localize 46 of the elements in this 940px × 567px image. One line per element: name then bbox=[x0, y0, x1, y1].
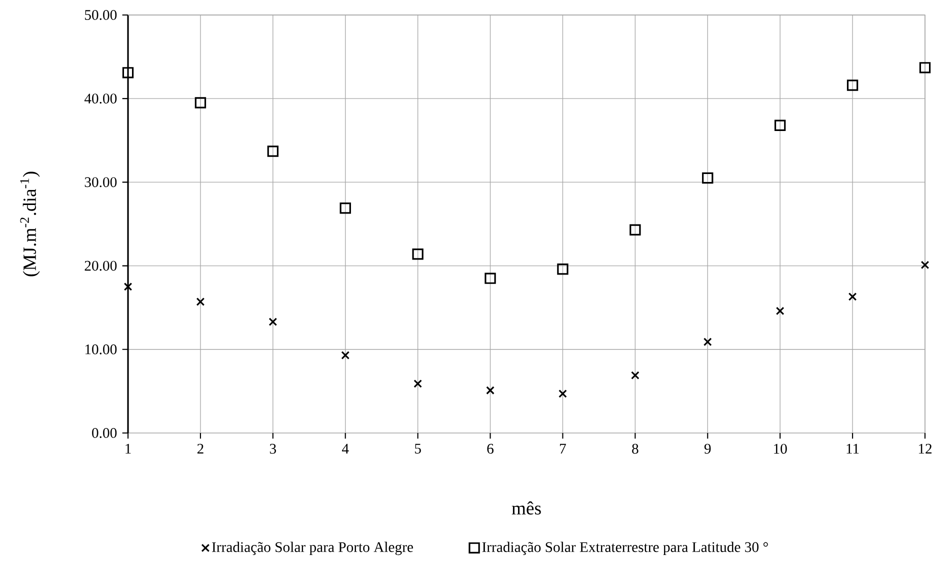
point bbox=[194, 97, 206, 108]
point bbox=[414, 379, 422, 388]
point bbox=[774, 120, 786, 131]
point bbox=[702, 172, 714, 184]
x-tick-label: 8 bbox=[632, 444, 638, 454]
legend-label: Irradiação Solar para Porto Alegre bbox=[212, 542, 413, 556]
y-tick-label: 40.00 bbox=[84, 94, 117, 104]
x-tick-label: 3 bbox=[270, 444, 276, 454]
y-tick-label: 0.00 bbox=[92, 428, 117, 438]
point bbox=[341, 351, 350, 360]
point bbox=[920, 260, 930, 270]
x-axis-title: mês bbox=[512, 501, 541, 515]
point bbox=[919, 62, 931, 74]
point bbox=[630, 371, 640, 380]
x-tick-label: 7 bbox=[560, 444, 566, 454]
x-tick-label: 5 bbox=[415, 444, 421, 454]
point bbox=[122, 67, 134, 78]
x-tick-label: 10 bbox=[774, 444, 787, 454]
point bbox=[340, 202, 351, 214]
point bbox=[486, 386, 494, 395]
x-tick-label: 9 bbox=[704, 444, 711, 454]
x-tick-label: 11 bbox=[846, 444, 859, 454]
point bbox=[848, 292, 857, 301]
point bbox=[557, 264, 568, 275]
y-tick-label: 30.00 bbox=[84, 177, 117, 188]
point bbox=[558, 390, 567, 398]
x-tick-label: 12 bbox=[918, 444, 932, 454]
point bbox=[703, 338, 712, 346]
y-tick-label: 20.00 bbox=[84, 260, 117, 271]
point bbox=[267, 146, 279, 157]
y-tick-label: 10.00 bbox=[85, 344, 117, 354]
x-tick-label: 6 bbox=[487, 444, 494, 454]
x-tick-label: 2 bbox=[197, 444, 204, 454]
x-tick-label: 4 bbox=[342, 444, 349, 454]
point bbox=[484, 272, 496, 284]
legend-label: Irradiação Solar Extraterrestre para Latitude 30 ° bbox=[482, 542, 768, 556]
point bbox=[776, 306, 784, 316]
point bbox=[196, 298, 205, 306]
point bbox=[630, 224, 641, 236]
point bbox=[124, 282, 132, 291]
x-tick-label: 1 bbox=[126, 444, 131, 454]
y-axis-title: (MJ.m$^{-2}$.dia$^{-1}$) bbox=[20, 172, 40, 276]
y-tick-label: 50.00 bbox=[85, 10, 117, 20]
point bbox=[846, 80, 858, 91]
point bbox=[268, 318, 278, 326]
point bbox=[412, 248, 424, 260]
